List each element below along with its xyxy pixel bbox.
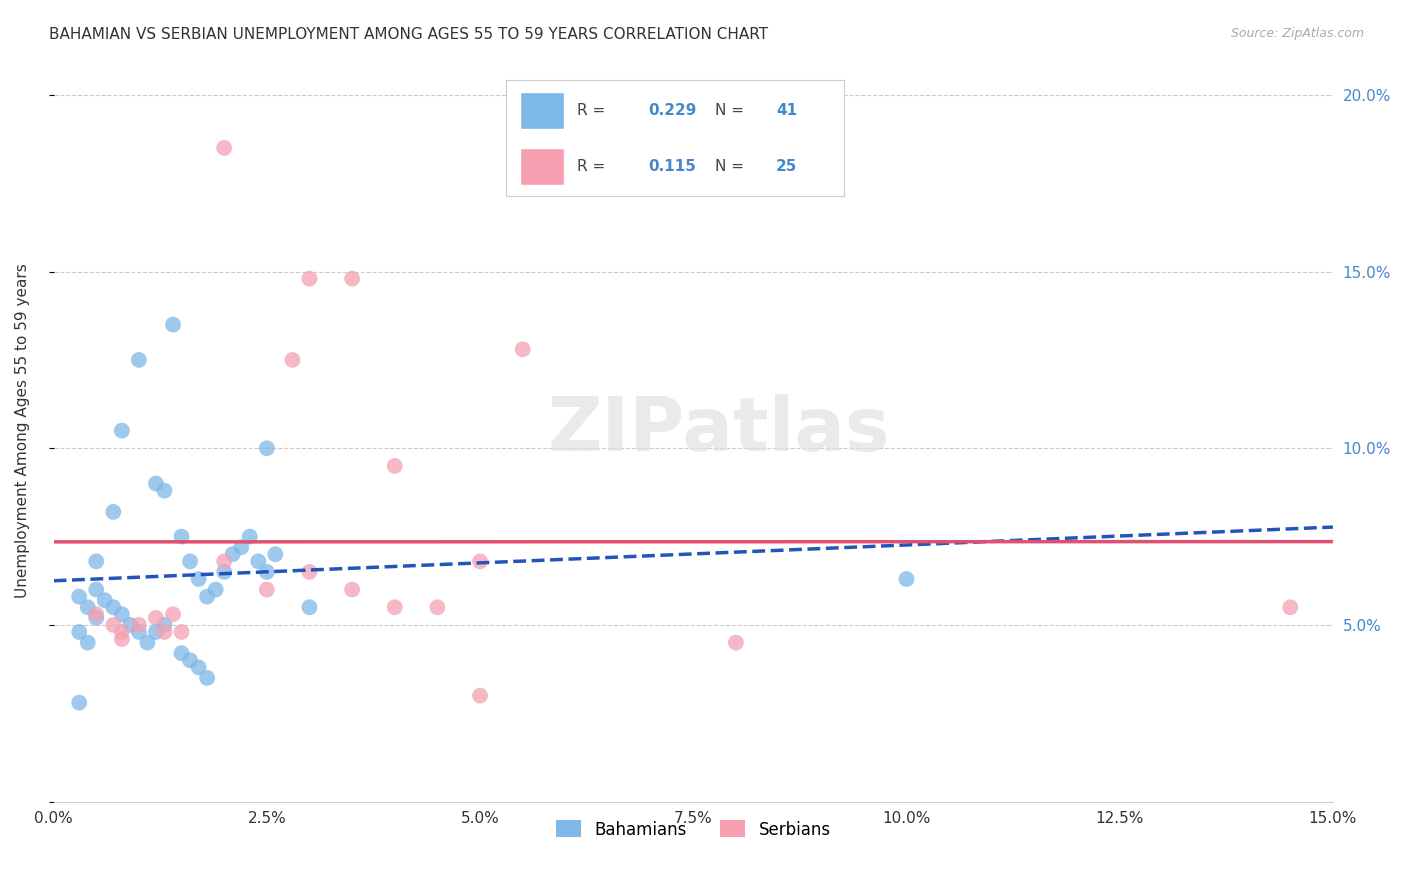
Point	[468, 554, 491, 568]
Text: R =: R =	[576, 159, 614, 174]
Point	[340, 271, 363, 285]
Point	[256, 442, 278, 456]
Point	[162, 318, 184, 332]
Point	[84, 582, 107, 597]
Text: Source: ZipAtlas.com: Source: ZipAtlas.com	[1230, 27, 1364, 40]
Point	[384, 458, 406, 473]
Point	[212, 565, 235, 579]
Point	[212, 554, 235, 568]
Legend: Bahamians, Serbians: Bahamians, Serbians	[550, 814, 837, 846]
Point	[111, 607, 134, 622]
Point	[128, 624, 150, 639]
Text: 25: 25	[776, 159, 797, 174]
Text: R =: R =	[576, 103, 610, 118]
Point	[76, 635, 98, 649]
Point	[187, 572, 209, 586]
Point	[145, 476, 167, 491]
Point	[84, 611, 107, 625]
Point	[222, 547, 245, 561]
Point	[170, 624, 193, 639]
Point	[67, 624, 90, 639]
Point	[153, 618, 176, 632]
Point	[298, 271, 321, 285]
Point	[103, 505, 125, 519]
Point	[298, 600, 321, 615]
Point	[896, 572, 918, 586]
Point	[111, 632, 134, 646]
Bar	[520, 147, 564, 185]
Point	[128, 618, 150, 632]
Point	[153, 483, 176, 498]
Point	[340, 582, 363, 597]
Point	[170, 646, 193, 660]
Point	[256, 582, 278, 597]
Text: BAHAMIAN VS SERBIAN UNEMPLOYMENT AMONG AGES 55 TO 59 YEARS CORRELATION CHART: BAHAMIAN VS SERBIAN UNEMPLOYMENT AMONG A…	[49, 27, 768, 42]
Point	[120, 618, 142, 632]
Point	[162, 607, 184, 622]
Point	[67, 696, 90, 710]
Point	[212, 141, 235, 155]
Point	[67, 590, 90, 604]
Point	[1279, 600, 1302, 615]
Point	[512, 343, 534, 357]
Point	[281, 353, 304, 368]
Point	[84, 554, 107, 568]
Point	[724, 635, 747, 649]
Point	[94, 593, 117, 607]
Text: N =: N =	[716, 159, 749, 174]
Point	[179, 554, 201, 568]
Point	[187, 660, 209, 674]
Point	[195, 590, 218, 604]
Point	[128, 353, 150, 368]
Point	[145, 611, 167, 625]
Y-axis label: Unemployment Among Ages 55 to 59 years: Unemployment Among Ages 55 to 59 years	[15, 263, 30, 598]
Point	[111, 624, 134, 639]
Point	[298, 565, 321, 579]
Point	[111, 424, 134, 438]
Point	[145, 624, 167, 639]
Text: 0.115: 0.115	[648, 159, 696, 174]
Point	[76, 600, 98, 615]
Text: ZIPatlas: ZIPatlas	[547, 394, 890, 467]
Text: N =: N =	[716, 103, 749, 118]
Point	[468, 689, 491, 703]
Point	[204, 582, 226, 597]
Point	[136, 635, 159, 649]
Point	[264, 547, 287, 561]
Point	[103, 618, 125, 632]
Point	[231, 540, 253, 554]
Point	[153, 624, 176, 639]
Point	[426, 600, 449, 615]
Point	[179, 653, 201, 667]
Point	[239, 530, 262, 544]
Bar	[520, 92, 564, 129]
Text: 41: 41	[776, 103, 797, 118]
Point	[384, 600, 406, 615]
Point	[103, 600, 125, 615]
Point	[170, 530, 193, 544]
Point	[247, 554, 270, 568]
Point	[84, 607, 107, 622]
Point	[256, 565, 278, 579]
Point	[195, 671, 218, 685]
Text: 0.229: 0.229	[648, 103, 696, 118]
